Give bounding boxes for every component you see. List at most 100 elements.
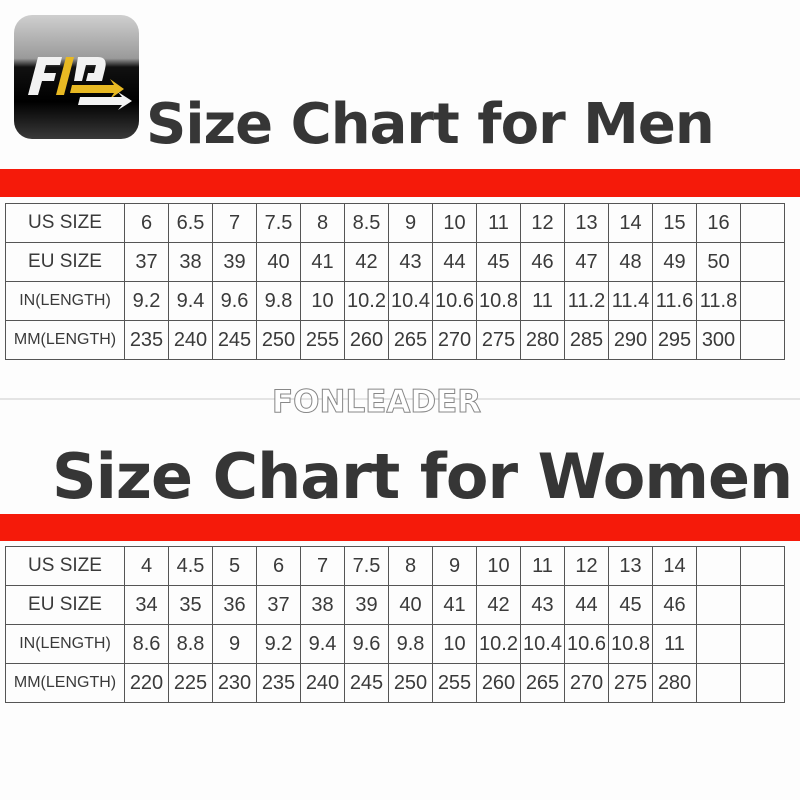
size-cell: 10.6: [564, 624, 609, 664]
size-cell: 260: [344, 320, 389, 360]
row-label: MM(LENGTH): [5, 663, 125, 703]
row-label: US SIZE: [5, 203, 125, 243]
size-cell: 50: [696, 242, 741, 282]
table-row: EU SIZE 37 38 39 40 41 42 43 44 45 46 47 48 49 50: [5, 242, 785, 282]
empty-cell: [696, 585, 741, 625]
empty-cell: [696, 546, 741, 586]
row-label: US SIZE: [5, 546, 125, 586]
women-size-chart-title: Size Chart for Women: [52, 440, 793, 513]
row-label: MM(LENGTH): [5, 320, 125, 360]
size-cell: 11: [652, 624, 697, 664]
size-cell: 41: [432, 585, 477, 625]
size-cell: 11: [520, 281, 565, 321]
size-cell: 280: [652, 663, 697, 703]
size-cell: 11.4: [608, 281, 653, 321]
size-cell: 49: [652, 242, 697, 282]
size-cell: 11: [520, 546, 565, 586]
size-cell: 7.5: [344, 546, 389, 586]
size-cell: 15: [652, 203, 697, 243]
size-cell: 36: [212, 585, 257, 625]
size-cell: 10: [432, 624, 477, 664]
size-cell: 290: [608, 320, 653, 360]
size-cell: 13: [564, 203, 609, 243]
table-row: MM(LENGTH) 235 240 245 250 255 260 265 270 275 280…: [5, 320, 785, 360]
empty-cell: [740, 546, 785, 586]
size-cell: 46: [520, 242, 565, 282]
size-cell: 8.6: [124, 624, 169, 664]
table-row: MM(LENGTH) 220 225 230 235 240 245 250 255 260 265…: [5, 663, 785, 703]
size-cell: 34: [124, 585, 169, 625]
size-cell: 9.4: [300, 624, 345, 664]
empty-cell: [740, 242, 785, 282]
size-cell: 44: [564, 585, 609, 625]
size-cell: 5: [212, 546, 257, 586]
size-cell: 8.8: [168, 624, 213, 664]
women-size-table: US SIZE 4 4.5 5 6 7 7.5 8 9 10 11 12 13 14 EU SIZE 34 35…: [5, 546, 785, 703]
size-cell: 6.5: [168, 203, 213, 243]
size-cell: 8.5: [344, 203, 389, 243]
size-cell: 225: [168, 663, 213, 703]
size-cell: 9: [432, 546, 477, 586]
empty-cell: [740, 203, 785, 243]
size-cell: 235: [124, 320, 169, 360]
size-cell: 6: [124, 203, 169, 243]
size-cell: 265: [520, 663, 565, 703]
men-size-chart-title: Size Chart for Men: [146, 92, 715, 157]
size-cell: 37: [124, 242, 169, 282]
size-cell: 10.2: [344, 281, 389, 321]
size-cell: 300: [696, 320, 741, 360]
size-cell: 220: [124, 663, 169, 703]
empty-cell: [740, 320, 785, 360]
row-label: EU SIZE: [5, 242, 125, 282]
size-cell: 270: [564, 663, 609, 703]
size-cell: 10.8: [476, 281, 521, 321]
logo-fid-arrow-icon: [28, 57, 132, 110]
size-cell: 48: [608, 242, 653, 282]
empty-cell: [740, 663, 785, 703]
size-cell: 250: [388, 663, 433, 703]
size-cell: 255: [432, 663, 477, 703]
table-row: US SIZE 4 4.5 5 6 7 7.5 8 9 10 11 12 13 14: [5, 546, 785, 586]
size-cell: 45: [476, 242, 521, 282]
size-cell: 9.6: [344, 624, 389, 664]
size-cell: 43: [520, 585, 565, 625]
size-cell: 295: [652, 320, 697, 360]
size-cell: 16: [696, 203, 741, 243]
size-cell: 9.4: [168, 281, 213, 321]
size-cell: 35: [168, 585, 213, 625]
size-cell: 11.8: [696, 281, 741, 321]
size-cell: 37: [256, 585, 301, 625]
empty-cell: [740, 281, 785, 321]
brand-watermark: FONLEADER: [271, 384, 482, 421]
table-row: EU SIZE 34 35 36 37 38 39 40 41 42 43 44 45 46: [5, 585, 785, 625]
size-cell: 9.8: [388, 624, 433, 664]
size-cell: 260: [476, 663, 521, 703]
size-cell: 7.5: [256, 203, 301, 243]
size-cell: 265: [388, 320, 433, 360]
size-cell: 9.2: [124, 281, 169, 321]
size-cell: 43: [388, 242, 433, 282]
size-cell: 47: [564, 242, 609, 282]
size-cell: 11.2: [564, 281, 609, 321]
row-label: EU SIZE: [5, 585, 125, 625]
size-cell: 7: [300, 546, 345, 586]
empty-cell: [696, 624, 741, 664]
size-cell: 7: [212, 203, 257, 243]
size-cell: 46: [652, 585, 697, 625]
size-cell: 39: [344, 585, 389, 625]
size-cell: 285: [564, 320, 609, 360]
size-cell: 13: [608, 546, 653, 586]
size-cell: 11.6: [652, 281, 697, 321]
size-cell: 12: [520, 203, 565, 243]
table-row: IN(LENGTH) 8.6 8.8 9 9.2 9.4 9.6 9.8 10 10.2 10.4 1…: [5, 624, 785, 664]
divider-line: [0, 398, 800, 400]
size-cell: 4.5: [168, 546, 213, 586]
men-red-divider: [0, 169, 800, 197]
size-cell: 40: [256, 242, 301, 282]
size-cell: 14: [652, 546, 697, 586]
men-size-table: US SIZE 6 6.5 7 7.5 8 8.5 9 10 11 12 13 14 15 16 EU SIZ…: [5, 203, 785, 360]
women-red-divider: [0, 514, 800, 541]
size-cell: 10: [476, 546, 521, 586]
brand-logo: [14, 15, 139, 139]
row-label: IN(LENGTH): [5, 281, 125, 321]
